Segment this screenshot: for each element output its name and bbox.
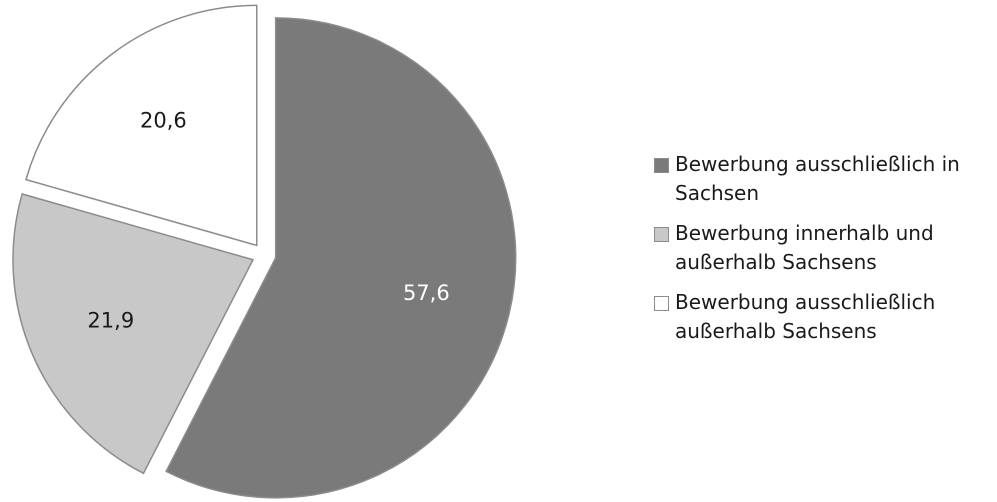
slice-sachsen — [165, 17, 517, 499]
legend-label-sachsen: Bewerbung ausschließlich in Sachsen — [675, 152, 960, 205]
legend-swatch-sachsen — [654, 158, 669, 173]
slice-ausserhalb — [25, 4, 258, 247]
legend-item-ausserhalb: Bewerbung ausschließlich außerhalb Sachs… — [654, 288, 994, 346]
legend-label-innerhalb-und-ausserhalb: Bewerbung innerhalb und außerhalb Sachse… — [675, 221, 934, 274]
legend-item-sachsen: Bewerbung ausschließlich in Sachsen — [654, 150, 994, 208]
legend-item-innerhalb-und-ausserhalb: Bewerbung innerhalb und außerhalb Sachse… — [654, 219, 994, 277]
slice-label-ausserhalb: 20,6 — [140, 109, 187, 133]
slice-label-sachsen: 57,6 — [403, 281, 450, 305]
legend-swatch-innerhalb-und-ausserhalb — [654, 227, 669, 242]
slice-label-innerhalb-und-ausserhalb: 21,9 — [87, 309, 134, 333]
legend-swatch-ausserhalb — [654, 296, 669, 311]
slice-innerhalb-und-ausserhalb — [12, 193, 255, 475]
legend-label-ausserhalb: Bewerbung ausschließlich außerhalb Sachs… — [675, 290, 936, 343]
chart-legend: Bewerbung ausschließlich in Sachsen Bewe… — [654, 150, 994, 357]
